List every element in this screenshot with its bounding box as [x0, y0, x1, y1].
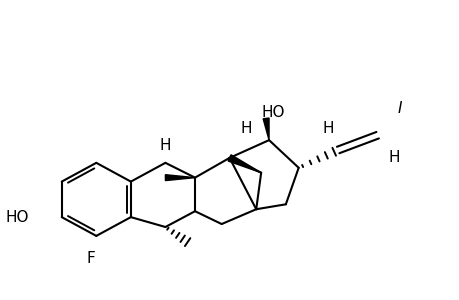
Text: H: H	[322, 121, 333, 136]
Text: HO: HO	[6, 210, 29, 225]
Polygon shape	[165, 175, 195, 181]
Polygon shape	[228, 155, 261, 173]
Text: H: H	[159, 138, 171, 153]
Text: HO: HO	[261, 105, 284, 120]
Text: F: F	[87, 251, 95, 266]
Polygon shape	[263, 118, 269, 140]
Text: I: I	[396, 101, 401, 116]
Text: H: H	[240, 121, 252, 136]
Text: H: H	[388, 150, 399, 165]
